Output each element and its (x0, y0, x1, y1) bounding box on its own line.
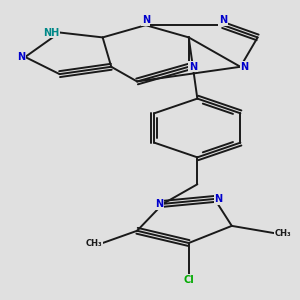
Text: N: N (142, 15, 150, 25)
Text: CH₃: CH₃ (275, 229, 292, 238)
Text: N: N (214, 194, 223, 204)
Text: Cl: Cl (183, 275, 194, 285)
Text: N: N (189, 62, 197, 72)
Text: N: N (219, 15, 227, 25)
Text: N: N (155, 199, 163, 209)
Text: CH₃: CH₃ (86, 238, 103, 247)
Text: NH: NH (44, 28, 60, 38)
Text: N: N (240, 62, 248, 72)
Text: N: N (17, 52, 25, 62)
